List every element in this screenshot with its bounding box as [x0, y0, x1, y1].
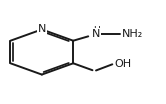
Text: N: N	[38, 24, 46, 34]
Text: OH: OH	[114, 59, 131, 69]
Text: N: N	[92, 29, 101, 39]
Text: H: H	[93, 26, 100, 35]
Text: NH₂: NH₂	[122, 29, 143, 39]
